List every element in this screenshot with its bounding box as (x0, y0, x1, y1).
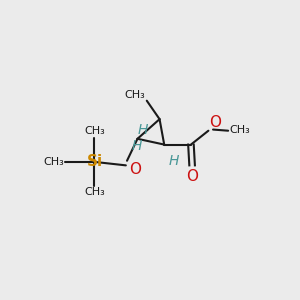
Text: Si: Si (86, 154, 103, 169)
Text: O: O (209, 115, 221, 130)
Text: CH₃: CH₃ (84, 127, 105, 136)
Text: H: H (132, 139, 142, 153)
Text: O: O (186, 169, 198, 184)
Text: H: H (138, 123, 148, 136)
Text: O: O (129, 162, 141, 177)
Text: H: H (169, 154, 179, 168)
Text: CH₃: CH₃ (84, 187, 105, 197)
Text: CH₃: CH₃ (229, 125, 250, 135)
Text: CH₃: CH₃ (44, 157, 64, 167)
Text: CH₃: CH₃ (125, 89, 146, 100)
